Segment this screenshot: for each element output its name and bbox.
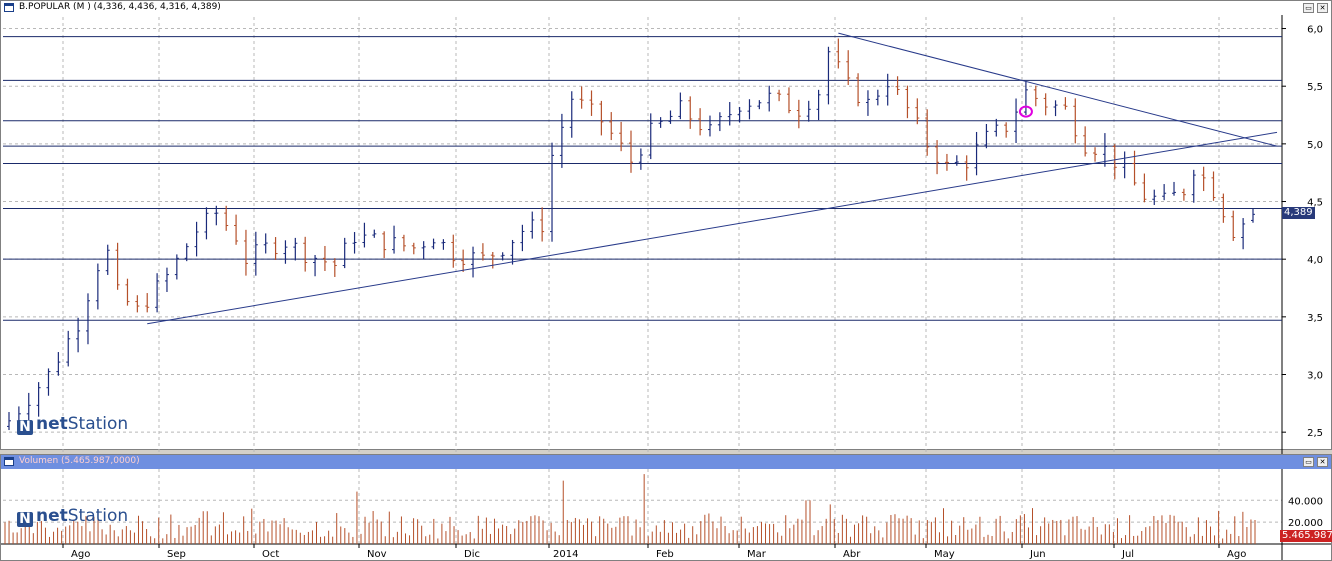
trend-line xyxy=(147,131,1278,325)
volume-y-tick-label: 20.000 xyxy=(1288,518,1323,529)
price-y-tick-label: 3,5 xyxy=(1307,313,1323,324)
x-month-label: Jun xyxy=(1029,549,1046,560)
close-button[interactable]: ✕ xyxy=(1317,3,1328,13)
price-y-tick-label: 4,5 xyxy=(1307,198,1323,209)
trend-line xyxy=(838,32,1278,147)
volume-y-tick-label: 40.000 xyxy=(1288,496,1323,507)
price-pane: B.POPULAR (M ) (4,336, 4,436, 4,316, 4,3… xyxy=(0,0,1332,463)
price-y-tick-label: 4,0 xyxy=(1307,255,1323,266)
price-y-tick-label: 5,5 xyxy=(1307,82,1323,93)
price-y-tick-label: 2,5 xyxy=(1307,428,1323,439)
x-month-label: Nov xyxy=(367,549,387,560)
volume-chart[interactable]: 40.000 20.000 Ago Sep Oct Nov Dic 2014 Feb Mar Abr… xyxy=(1,469,1331,560)
chart-window-icon[interactable] xyxy=(4,457,14,466)
price-chart[interactable]: 6,0 5,5 5,0 4,5 4,0 3,5 3,0 2,5 xyxy=(1,15,1331,463)
restore-button[interactable]: ▭ xyxy=(1303,3,1314,13)
volume-pane-title: Volumen (5.465.987,0000) xyxy=(19,456,140,466)
price-y-tick-label: 6,0 xyxy=(1307,25,1323,36)
netstation-logo-icon: N xyxy=(17,512,33,527)
volume-pane-titlebar: Volumen (5.465.987,0000) ▭ ✕ xyxy=(1,455,1331,469)
x-month-label: Feb xyxy=(656,549,674,560)
price-pane-titlebar: B.POPULAR (M ) (4,336, 4,436, 4,316, 4,3… xyxy=(1,1,1331,15)
x-month-label: Ago xyxy=(1227,549,1246,560)
last-volume-badge: 5.465.987 xyxy=(1280,530,1332,542)
close-button[interactable]: ✕ xyxy=(1317,457,1328,467)
last-price-badge: 4,389 xyxy=(1282,207,1315,220)
x-month-label: Dic xyxy=(464,549,480,560)
restore-button[interactable]: ▭ xyxy=(1303,457,1314,467)
x-month-label: 2014 xyxy=(553,549,578,560)
netstation-logo-icon: N xyxy=(17,420,33,435)
price-y-tick-label: 5,0 xyxy=(1307,140,1323,151)
x-month-label: Abr xyxy=(843,549,861,560)
volume-pane: Volumen (5.465.987,0000) ▭ ✕ 40.000 20.00… xyxy=(0,454,1332,561)
x-month-label: Ago xyxy=(71,549,90,560)
x-month-label: Sep xyxy=(167,549,186,560)
x-month-label: Jul xyxy=(1121,549,1134,560)
price-pane-title: B.POPULAR (M ) (4,336, 4,436, 4,316, 4,3… xyxy=(19,2,221,12)
x-month-label: Mar xyxy=(747,549,767,560)
x-month-label: May xyxy=(934,549,955,560)
highlight-marker xyxy=(1018,105,1033,118)
price-y-tick-label: 3,0 xyxy=(1307,371,1323,382)
chart-window-icon[interactable] xyxy=(4,3,14,12)
x-month-label: Oct xyxy=(262,549,279,560)
